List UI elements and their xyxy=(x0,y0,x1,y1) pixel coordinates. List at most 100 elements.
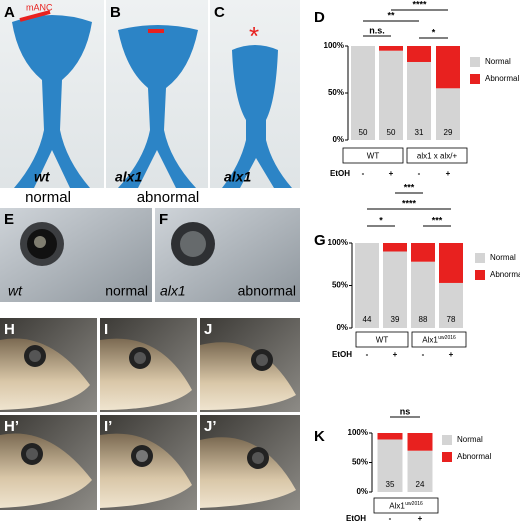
legend-label: Normal xyxy=(457,435,483,444)
category-label: + xyxy=(449,350,454,359)
count-label: 29 xyxy=(444,128,453,137)
bar-segment xyxy=(407,433,433,451)
legend-label: Abnormal xyxy=(485,74,519,83)
group-box xyxy=(406,147,468,164)
genotype: alx1 xyxy=(115,169,142,185)
legend-label: Normal xyxy=(490,253,516,262)
genotype: wt xyxy=(8,283,23,299)
y-tick-label: 0% xyxy=(356,487,368,496)
count-label: 24 xyxy=(416,480,425,489)
phenotype: normal xyxy=(105,283,148,299)
bar-segment xyxy=(379,46,403,51)
count-label: 35 xyxy=(386,480,395,489)
category-label: - xyxy=(362,169,365,178)
legend-swatch xyxy=(470,74,480,84)
bar-segment xyxy=(407,46,431,62)
legend-swatch xyxy=(475,270,485,280)
phenotype: abnormal xyxy=(238,283,296,299)
panel-letter: G xyxy=(314,232,326,249)
group-superscript: uw2016 xyxy=(405,501,423,507)
y-tick-label: 50% xyxy=(332,281,348,290)
bar-segment xyxy=(407,450,433,492)
row-label: EtOH xyxy=(332,350,352,359)
group-label: Alx1 xyxy=(422,336,438,345)
group-label: WT xyxy=(376,336,389,345)
annotation: * xyxy=(249,21,259,51)
category-label: - xyxy=(418,169,421,178)
bar-segment xyxy=(439,282,463,328)
group-superscript: uw2016 xyxy=(438,335,456,341)
photo-c xyxy=(210,0,300,188)
bar-segment xyxy=(379,50,403,141)
category-label: - xyxy=(389,514,392,523)
fish-photos xyxy=(0,318,300,510)
significance-label: *** xyxy=(404,182,415,192)
y-tick-label: 100% xyxy=(348,428,368,437)
category-label: - xyxy=(366,350,369,359)
group-box xyxy=(342,147,404,164)
significance-label: * xyxy=(379,215,383,225)
group-box xyxy=(411,331,467,348)
bar-segment xyxy=(377,433,403,440)
photo-f xyxy=(155,208,300,302)
bar-segment xyxy=(436,46,460,89)
category-label: + xyxy=(418,514,423,523)
legend-label: Abnormal xyxy=(490,270,520,279)
bar-segment xyxy=(355,243,379,328)
panel-letter: F xyxy=(159,211,168,228)
bar-segment xyxy=(411,243,435,262)
phenotype: abnormal xyxy=(137,189,200,206)
photo-e xyxy=(0,208,152,302)
legend-swatch xyxy=(442,435,452,445)
significance-label: **** xyxy=(412,0,427,9)
phenotype: normal xyxy=(25,189,71,206)
group-box xyxy=(355,331,409,348)
bar-segment xyxy=(377,439,403,492)
significance-label: *** xyxy=(432,215,443,225)
bar-segment xyxy=(351,46,375,140)
y-tick-label: 0% xyxy=(336,323,348,332)
panel-letter: A xyxy=(4,4,15,21)
panel-letter: E xyxy=(4,211,14,228)
significance-label: ** xyxy=(387,10,395,20)
legend-label: Normal xyxy=(485,57,511,66)
photo-b xyxy=(106,0,208,188)
significance-label: **** xyxy=(402,198,417,208)
significance-label: ns xyxy=(400,406,411,416)
panel-letter: J xyxy=(204,321,212,338)
panel-letter: D xyxy=(314,9,325,26)
genotype: alx1 xyxy=(224,169,251,185)
y-tick-label: 50% xyxy=(328,88,344,97)
count-label: 88 xyxy=(419,315,428,324)
category-label: + xyxy=(446,169,451,178)
y-tick-label: 50% xyxy=(352,458,368,467)
panel-letter: H xyxy=(4,321,15,338)
annotation: mANC xyxy=(26,2,53,12)
panel-letter: C xyxy=(214,4,225,21)
group-label: WT xyxy=(367,152,380,161)
panel-letter: I’ xyxy=(104,418,112,435)
count-label: 31 xyxy=(415,128,424,137)
panel-letter: B xyxy=(110,4,121,21)
genotype: alx1 xyxy=(160,283,186,299)
bar-segment xyxy=(383,251,407,328)
count-label: 50 xyxy=(359,128,368,137)
bar-segment xyxy=(439,243,463,283)
legend-label: Abnormal xyxy=(457,452,491,461)
panel-letter: I xyxy=(104,321,108,338)
row-label: EtOH xyxy=(330,169,350,178)
bar-segment xyxy=(383,243,407,252)
genotype: wt xyxy=(34,169,51,185)
bar-segment xyxy=(407,61,431,141)
panel-letter: J’ xyxy=(204,418,217,435)
significance-label: * xyxy=(432,27,436,37)
row-label: EtOH xyxy=(346,514,366,523)
significance-label: n.s. xyxy=(369,25,385,35)
category-label: + xyxy=(389,169,394,178)
y-tick-label: 0% xyxy=(332,135,344,144)
legend-swatch xyxy=(442,452,452,462)
count-label: 50 xyxy=(387,128,396,137)
group-box xyxy=(373,497,439,514)
